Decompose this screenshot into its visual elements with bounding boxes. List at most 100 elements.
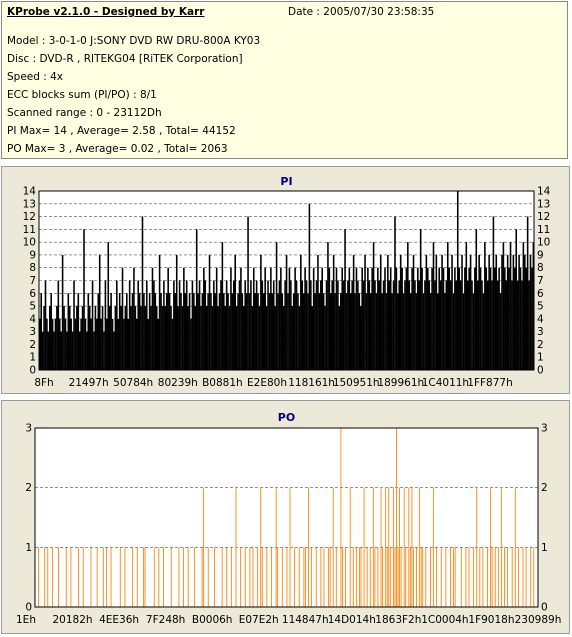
data-bar xyxy=(414,280,416,370)
data-bar xyxy=(178,280,181,370)
data-bar xyxy=(277,293,279,370)
data-bar xyxy=(428,280,431,370)
data-bar xyxy=(400,547,402,607)
data-bar xyxy=(286,547,288,607)
data-bar xyxy=(111,318,114,370)
data-bar xyxy=(508,267,510,370)
x-tick-label: 1Eh xyxy=(16,614,36,626)
data-bar xyxy=(418,280,421,370)
data-bar xyxy=(195,229,198,370)
data-bar xyxy=(225,280,228,370)
data-bar xyxy=(439,280,442,370)
data-bar xyxy=(401,267,403,370)
data-bar xyxy=(187,306,189,370)
data-bar xyxy=(183,547,184,607)
y-tick-label-left: 0 xyxy=(29,365,36,377)
data-bar xyxy=(491,280,493,370)
data-bar xyxy=(128,280,131,370)
data-bar xyxy=(369,293,372,370)
data-bar xyxy=(103,331,105,370)
data-bar xyxy=(482,293,485,370)
y-tick-label-right: 3 xyxy=(541,423,548,435)
data-bar xyxy=(108,306,111,370)
data-bar xyxy=(148,293,151,370)
data-bar xyxy=(40,293,42,370)
data-bar xyxy=(119,547,121,607)
data-bar xyxy=(328,267,331,370)
data-bar xyxy=(358,293,361,370)
data-bar xyxy=(250,280,252,370)
data-bar xyxy=(275,487,277,607)
data-bar xyxy=(348,267,351,370)
data-bar xyxy=(404,280,406,370)
x-tick-label: E2E80h xyxy=(247,377,287,389)
data-bar xyxy=(265,306,268,370)
data-bar xyxy=(449,280,452,370)
data-bar xyxy=(242,306,245,370)
data-bar xyxy=(422,293,425,370)
data-bar xyxy=(427,267,429,370)
data-bar xyxy=(389,267,392,370)
data-bar xyxy=(46,318,48,370)
data-bar xyxy=(154,293,157,370)
data-bar xyxy=(489,267,492,370)
data-bar xyxy=(252,547,254,607)
data-bar xyxy=(74,318,77,370)
data-bar xyxy=(281,293,284,370)
y-tick-label-right: 10 xyxy=(537,237,550,249)
data-bar xyxy=(409,293,412,370)
data-bar xyxy=(375,293,378,370)
data-bar xyxy=(107,242,110,370)
data-bar xyxy=(90,547,92,607)
data-bar xyxy=(187,547,189,607)
data-bar xyxy=(47,331,50,370)
data-bar xyxy=(295,280,298,370)
data-bar xyxy=(368,280,371,370)
data-bar xyxy=(345,547,346,607)
data-bar xyxy=(105,547,107,607)
y-tick-label-left: 1 xyxy=(25,542,32,554)
data-bar xyxy=(360,547,362,607)
y-tick-label-right: 1 xyxy=(537,352,544,364)
data-bar xyxy=(178,547,180,607)
data-bar xyxy=(240,267,242,370)
scan-date: Date : 2005/07/30 23:58:35 xyxy=(288,6,435,18)
data-bar xyxy=(329,547,331,607)
data-bar xyxy=(235,487,237,607)
data-bar xyxy=(415,293,418,370)
data-bar xyxy=(118,293,121,370)
data-bar xyxy=(94,306,97,370)
data-bar xyxy=(271,547,272,607)
data-bar xyxy=(54,318,57,370)
data-bar xyxy=(174,293,177,370)
y-tick-label-right: 14 xyxy=(537,186,551,198)
data-bar xyxy=(86,331,88,370)
data-bar xyxy=(252,267,255,370)
data-bar xyxy=(533,547,535,607)
data-bar xyxy=(505,280,508,370)
data-bar xyxy=(124,306,127,370)
data-bar xyxy=(143,547,144,607)
data-bar xyxy=(384,267,386,370)
data-bar xyxy=(173,280,175,370)
data-bar xyxy=(385,293,388,370)
data-bar xyxy=(87,293,90,370)
data-bar xyxy=(494,267,496,370)
data-bar xyxy=(315,547,317,607)
data-bar xyxy=(514,487,516,607)
data-bar xyxy=(391,293,393,370)
data-bar xyxy=(289,487,291,607)
data-bar xyxy=(492,216,495,370)
data-bar xyxy=(267,280,269,370)
data-bar xyxy=(138,293,141,370)
data-bar xyxy=(509,242,512,370)
data-bar xyxy=(454,547,456,607)
data-bar xyxy=(435,254,438,370)
data-bar xyxy=(126,293,128,370)
data-bar xyxy=(482,547,484,607)
data-bar xyxy=(257,293,259,370)
data-bar xyxy=(490,487,492,607)
data-bar xyxy=(101,306,104,370)
data-bar xyxy=(514,267,516,370)
data-bar xyxy=(71,331,74,370)
